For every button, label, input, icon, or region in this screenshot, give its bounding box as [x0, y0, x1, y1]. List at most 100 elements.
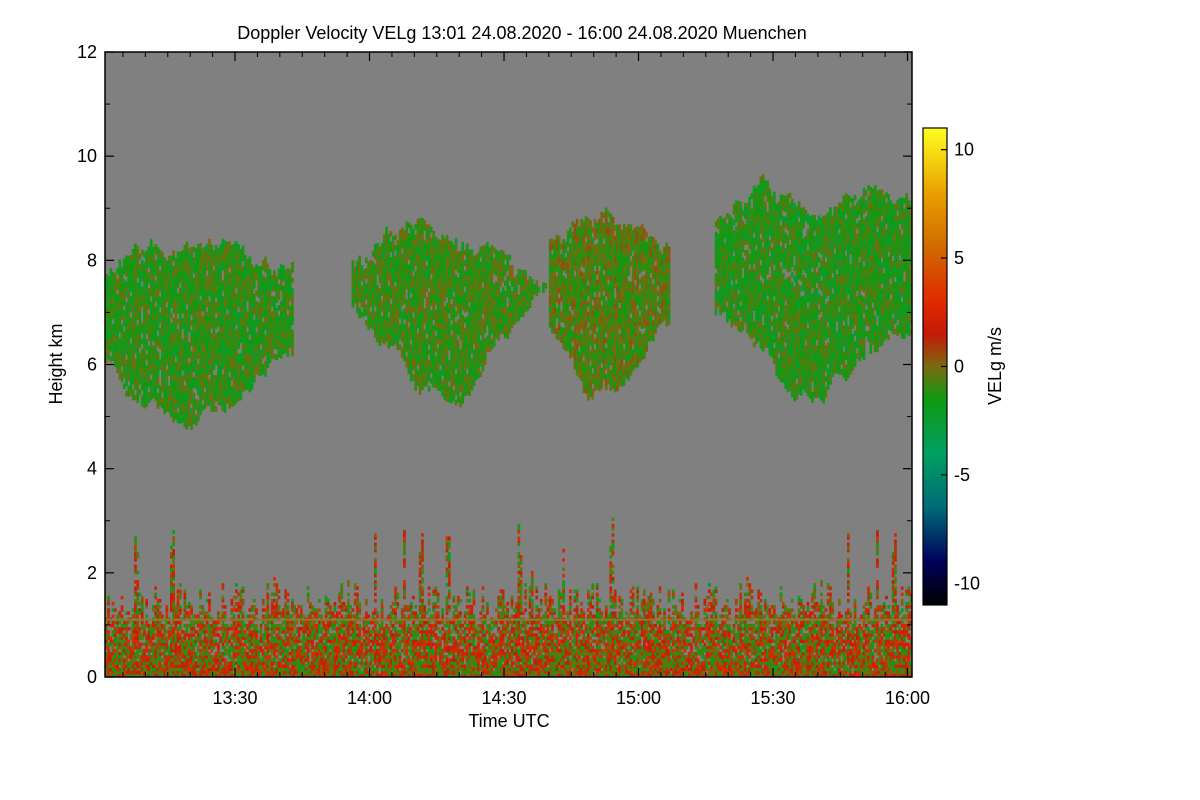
- echo-cell: [378, 257, 382, 263]
- echo-cell: [418, 321, 422, 328]
- echo-cell: [461, 262, 465, 269]
- echo-cell: [203, 288, 207, 295]
- echo-cell: [445, 370, 449, 376]
- echo-cell: [134, 243, 137, 250]
- echo-cell: [470, 322, 474, 328]
- echo-cell: [230, 276, 234, 282]
- echo-cell: [161, 340, 164, 346]
- echo-cell: [237, 296, 240, 303]
- echo-cell: [172, 276, 175, 282]
- echo-cell: [643, 285, 646, 292]
- echo-cell: [131, 264, 135, 271]
- echo-cell: [398, 334, 402, 340]
- echo-cell: [255, 337, 258, 343]
- echo-cell: [235, 386, 238, 393]
- echo-cell: [622, 286, 626, 292]
- echo-cell: [367, 271, 370, 278]
- echo-cell: [555, 286, 559, 293]
- echo-cell: [127, 307, 131, 314]
- echo-cell: [445, 386, 449, 392]
- echo-cell: [468, 312, 471, 318]
- echo-cell: [416, 375, 420, 381]
- echo-cell: [445, 287, 449, 293]
- echo-cell: [463, 359, 467, 365]
- echo-cell: [114, 288, 117, 295]
- echo-cell: [544, 283, 548, 289]
- echo-cell: [414, 385, 418, 391]
- echo-cell: [640, 255, 644, 262]
- echo-cell: [219, 384, 222, 391]
- echo-cell: [649, 236, 653, 242]
- echo-cell: [631, 261, 635, 267]
- echo-cell: [414, 234, 418, 240]
- echo-cell: [181, 365, 184, 371]
- echo-cell: [432, 382, 435, 388]
- echo-cell: [284, 326, 287, 333]
- echo-cell: [237, 343, 240, 349]
- echo-cell: [172, 328, 175, 335]
- echo-cell: [418, 363, 422, 370]
- echo-cell: [264, 360, 267, 367]
- echo-cell: [405, 304, 409, 311]
- echo-cell: [634, 347, 637, 353]
- echo-cell: [465, 300, 469, 307]
- echo-cell: [604, 311, 608, 318]
- echo-cell: [268, 331, 272, 338]
- echo-cell: [203, 340, 207, 347]
- echo-cell: [474, 364, 478, 370]
- echo-cell: [107, 343, 110, 350]
- echo-cell: [214, 333, 218, 339]
- echo-cell: [118, 348, 122, 354]
- echo-cell: [470, 343, 474, 349]
- echo-cell: [647, 268, 651, 274]
- echo-cell: [418, 379, 422, 385]
- echo-cell: [501, 255, 505, 262]
- echo-cell: [645, 273, 648, 279]
- echo-cell: [174, 315, 178, 321]
- echo-cell: [165, 359, 169, 365]
- echo-cell: [409, 287, 413, 293]
- echo-cell: [564, 283, 568, 289]
- echo-cell: [638, 258, 642, 264]
- echo-cell: [255, 264, 258, 271]
- echo-cell: [125, 328, 128, 334]
- echo-cell: [652, 268, 655, 274]
- echo-cell: [203, 366, 207, 373]
- echo-cell: [616, 338, 619, 345]
- echo-cell: [250, 347, 254, 354]
- echo-cell: [237, 390, 240, 396]
- echo-cell: [418, 228, 422, 234]
- echo-cell: [506, 286, 509, 292]
- echo-cell: [593, 302, 597, 308]
- echo-cell: [658, 313, 662, 319]
- echo-cell: [161, 251, 164, 258]
- echo-cell: [582, 371, 586, 378]
- echo-cell: [465, 269, 469, 276]
- echo-cell: [461, 330, 465, 337]
- echo-cell: [145, 391, 148, 397]
- echo-cell: [463, 354, 467, 360]
- echo-cell: [627, 291, 630, 298]
- echo-cell: [291, 334, 294, 341]
- echo-cell: [170, 364, 173, 371]
- echo-cell: [179, 267, 182, 273]
- echo-cell: [127, 333, 131, 340]
- echo-cell: [143, 267, 146, 274]
- echo-cell: [571, 242, 574, 248]
- echo-cell: [620, 375, 624, 382]
- echo-cell: [183, 255, 187, 261]
- echo-cell: [587, 249, 590, 255]
- echo-cell: [230, 265, 234, 272]
- echo-cell: [634, 274, 637, 280]
- echo-cell: [629, 297, 633, 303]
- echo-cell: [391, 319, 395, 326]
- echo-cell: [427, 318, 431, 324]
- echo-cell: [257, 370, 261, 376]
- echo-cell: [418, 373, 422, 380]
- echo-cell: [118, 353, 122, 359]
- echo-cell: [165, 286, 169, 292]
- echo-cell: [275, 297, 279, 303]
- echo-cell: [587, 389, 590, 396]
- echo-cell: [286, 267, 290, 274]
- echo-cell: [441, 354, 444, 361]
